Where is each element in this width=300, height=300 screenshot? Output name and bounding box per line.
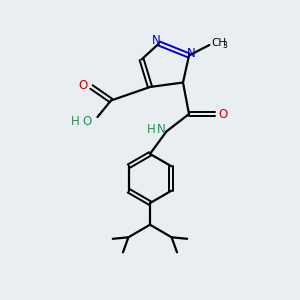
Text: CH: CH xyxy=(211,38,226,49)
Text: N: N xyxy=(152,34,161,47)
Text: 3: 3 xyxy=(223,40,228,50)
Text: H: H xyxy=(147,123,156,136)
Text: N: N xyxy=(157,123,166,136)
Text: O: O xyxy=(82,115,91,128)
Text: H: H xyxy=(70,115,80,128)
Text: O: O xyxy=(218,107,227,121)
Text: N: N xyxy=(187,46,196,60)
Text: O: O xyxy=(79,79,88,92)
